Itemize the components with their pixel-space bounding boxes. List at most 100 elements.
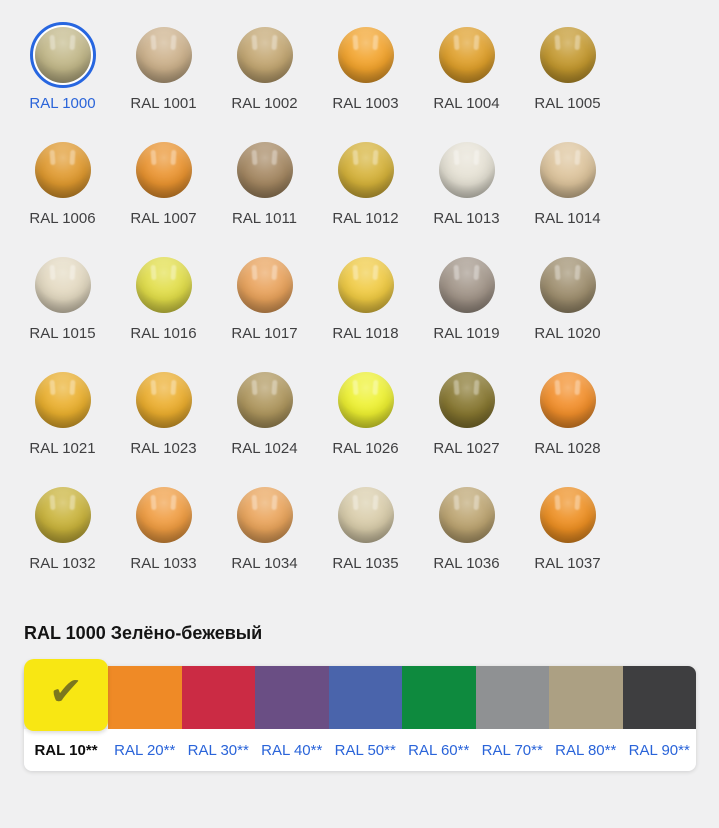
color-tile-ral-1016[interactable]: RAL 1016 [113,248,214,363]
ral-series-panel: ✔ RAL 10** RAL 20** RAL 30** RAL 40** RAL 50… [24,659,696,771]
sphere-wrapper [333,367,399,433]
series-swatch-ral-90[interactable] [622,666,696,729]
sphere-wrapper [333,252,399,318]
color-tile-ral-1015[interactable]: RAL 1015 [12,248,113,363]
color-code-label: RAL 1006 [29,210,96,227]
color-sphere-ral-1036 [438,487,495,543]
color-tile-ral-1002[interactable]: RAL 1002 [214,18,315,133]
color-tile-ral-1023[interactable]: RAL 1023 [113,363,214,478]
series-label-ral-60[interactable]: RAL 60** [408,741,470,759]
color-tile-ral-1013[interactable]: RAL 1013 [416,133,517,248]
color-tile-ral-1028[interactable]: RAL 1028 [517,363,618,478]
series-label-ral-90[interactable]: RAL 90** [628,741,690,759]
color-sphere-ral-1035 [337,487,394,543]
series-label-ral-70[interactable]: RAL 70** [481,741,543,759]
sphere-wrapper [333,482,399,548]
color-sphere-ral-1007 [135,142,192,198]
series-label-ral-20[interactable]: RAL 20** [114,741,176,759]
series-swatch-ral-60[interactable] [402,666,476,729]
selected-color-heading: RAL 1000 Зелёно-бежевый [24,623,263,643]
color-sphere-ral-1021 [34,372,91,428]
color-tile-ral-1027[interactable]: RAL 1027 [416,363,517,478]
sphere-wrapper [434,482,500,548]
checkmark-icon: ✔ [48,669,84,715]
color-tile-ral-1006[interactable]: RAL 1006 [12,133,113,248]
color-tile-ral-1012[interactable]: RAL 1012 [315,133,416,248]
color-tile-ral-1004[interactable]: RAL 1004 [416,18,517,133]
color-code-label: RAL 1002 [231,95,298,112]
color-tile-ral-1036[interactable]: RAL 1036 [416,478,517,593]
color-tile-ral-1021[interactable]: RAL 1021 [12,363,113,478]
color-sphere-ral-1004 [438,27,495,83]
series-swatch-ral-70[interactable] [475,666,549,729]
series-swatch-ral-20[interactable] [108,666,182,729]
sphere-wrapper [232,137,298,203]
color-code-label: RAL 1012 [332,210,399,227]
color-sphere-ral-1032 [34,487,91,543]
series-swatch-ral-30[interactable] [181,666,255,729]
color-code-label: RAL 1032 [29,555,96,572]
color-tile-ral-1014[interactable]: RAL 1014 [517,133,618,248]
color-tile-ral-1035[interactable]: RAL 1035 [315,478,416,593]
sphere-wrapper [333,137,399,203]
color-code-label: RAL 1019 [433,325,500,342]
color-sphere-ral-1012 [337,142,394,198]
color-sphere-ral-1026 [337,372,394,428]
color-tile-ral-1019[interactable]: RAL 1019 [416,248,517,363]
color-sphere-ral-1017 [236,257,293,313]
sphere-wrapper [131,137,197,203]
color-tile-ral-1018[interactable]: RAL 1018 [315,248,416,363]
series-swatch-ral-50[interactable] [328,666,402,729]
series-label-ral-40[interactable]: RAL 40** [261,741,323,759]
color-tile-ral-1026[interactable]: RAL 1026 [315,363,416,478]
color-sphere-ral-1000 [34,27,91,83]
series-label-ral-80[interactable]: RAL 80** [555,741,617,759]
series-swatch-ral-10[interactable]: ✔ [24,659,108,731]
color-code-label: RAL 1020 [534,325,601,342]
series-label-row: RAL 10** RAL 20** RAL 30** RAL 40** RAL 50**… [24,729,696,771]
color-tile-ral-1005[interactable]: RAL 1005 [517,18,618,133]
series-swatch-ral-80[interactable] [549,666,623,729]
color-code-label: RAL 1027 [433,440,500,457]
color-sphere-ral-1034 [236,487,293,543]
color-tile-ral-1003[interactable]: RAL 1003 [315,18,416,133]
sphere-wrapper [232,22,298,88]
color-code-label: RAL 1018 [332,325,399,342]
color-code-label: RAL 1001 [130,95,197,112]
color-code-label: RAL 1013 [433,210,500,227]
color-tile-ral-1037[interactable]: RAL 1037 [517,478,618,593]
sphere-wrapper [535,367,601,433]
color-sphere-ral-1015 [34,257,91,313]
sphere-wrapper [30,482,96,548]
color-tile-ral-1020[interactable]: RAL 1020 [517,248,618,363]
color-tile-ral-1000[interactable]: RAL 1000 [12,18,113,133]
sphere-wrapper [535,22,601,88]
sphere-wrapper [434,252,500,318]
color-tile-ral-1001[interactable]: RAL 1001 [113,18,214,133]
color-tile-ral-1024[interactable]: RAL 1024 [214,363,315,478]
color-sphere-ral-1001 [135,27,192,83]
color-tile-ral-1032[interactable]: RAL 1032 [12,478,113,593]
color-tile-ral-1011[interactable]: RAL 1011 [214,133,315,248]
color-code-label: RAL 1021 [29,440,96,457]
color-tile-ral-1007[interactable]: RAL 1007 [113,133,214,248]
sphere-wrapper [131,482,197,548]
color-sphere-ral-1011 [236,142,293,198]
ral-color-picker-page: RAL 1000 RAL 1001 RAL 1002 RAL 1003 RAL 1004… [0,18,719,771]
series-swatch-ral-40[interactable] [255,666,329,729]
color-code-label: RAL 1003 [332,95,399,112]
color-sphere-ral-1028 [539,372,596,428]
color-tile-ral-1033[interactable]: RAL 1033 [113,478,214,593]
color-tile-ral-1034[interactable]: RAL 1034 [214,478,315,593]
series-label-ral-30[interactable]: RAL 30** [187,741,249,759]
series-label-ral-10[interactable]: RAL 10** [34,741,98,759]
color-sphere-ral-1037 [539,487,596,543]
sphere-wrapper [30,252,96,318]
sphere-wrapper [434,137,500,203]
color-code-label: RAL 1007 [130,210,197,227]
color-code-label: RAL 1035 [332,555,399,572]
color-sphere-ral-1014 [539,142,596,198]
series-label-ral-50[interactable]: RAL 50** [334,741,396,759]
color-sphere-ral-1023 [135,372,192,428]
color-tile-ral-1017[interactable]: RAL 1017 [214,248,315,363]
